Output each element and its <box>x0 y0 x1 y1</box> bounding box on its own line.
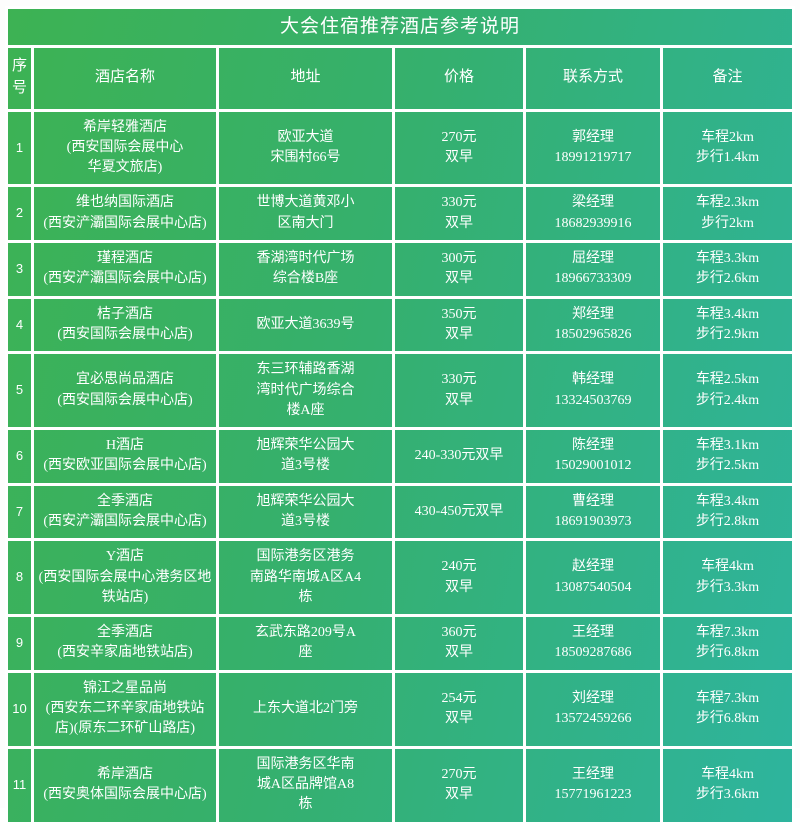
column-header-price: 价格 <box>392 44 526 112</box>
cell-no: 2 <box>5 184 34 244</box>
cell-note: 车程3.1km 步行2.5km <box>659 427 796 486</box>
cell-address: 上东大道北2门旁 <box>216 669 395 749</box>
cell-address: 欧亚大道3639号 <box>216 295 395 355</box>
cell-note: 车程2.5km 步行2.4km <box>659 351 796 431</box>
cell-contact: 赵经理 13087540504 <box>523 538 663 618</box>
column-header-note: 备注 <box>659 44 796 112</box>
table-row: 9 全季酒店 (西安辛家庙地铁站店) 玄武东路209号A 座 360元 双早 王经理 1… <box>5 614 796 673</box>
cell-name: 希岸酒店 (西安奥体国际会展中心店) <box>31 745 219 825</box>
cell-name: 全季酒店 (西安浐灞国际会展中心店) <box>31 482 219 542</box>
cell-contact: 郭经理 18991219717 <box>523 108 663 188</box>
cell-name: H酒店 (西安欧亚国际会展中心店) <box>31 427 219 486</box>
cell-name: 桔子酒店 (西安国际会展中心店) <box>31 295 219 355</box>
column-header-no: 序号 <box>5 44 34 112</box>
cell-note: 车程3.3km 步行2.6km <box>659 240 796 299</box>
table-body: 1 希岸轻雅酒店 (西安国际会展中心 华夏文旅店) 欧亚大道 宋围村66号 270元 … <box>5 108 796 825</box>
cell-address: 玄武东路209号A 座 <box>216 614 395 673</box>
cell-address: 东三环辅路香湖 湾时代广场综合 楼A座 <box>216 351 395 431</box>
cell-name: 维也纳国际酒店 (西安浐灞国际会展中心店) <box>31 184 219 244</box>
cell-contact: 陈经理 15029001012 <box>523 427 663 486</box>
cell-price: 270元 双早 <box>392 745 526 825</box>
table-row: 7 全季酒店 (西安浐灞国际会展中心店) 旭辉荣华公园大 道3号楼 430-450元双… <box>5 482 796 542</box>
cell-price: 430-450元双早 <box>392 482 526 542</box>
cell-contact: 屈经理 18966733309 <box>523 240 663 299</box>
cell-address: 香湖湾时代广场 综合楼B座 <box>216 240 395 299</box>
cell-price: 330元 双早 <box>392 184 526 244</box>
cell-no: 5 <box>5 351 34 431</box>
page-background: 大会住宿推荐酒店参考说明 序号 酒店名称 地址 价格 联系方式 备注 1 希岸轻雅… <box>4 6 796 825</box>
cell-name: 宜必思尚品酒店 (西安国际会展中心店) <box>31 351 219 431</box>
cell-address: 国际港务区华南 城A区品牌馆A8 栋 <box>216 745 395 825</box>
cell-contact: 王经理 15771961223 <box>523 745 663 825</box>
cell-address: 旭辉荣华公园大 道3号楼 <box>216 427 395 486</box>
cell-name: 希岸轻雅酒店 (西安国际会展中心 华夏文旅店) <box>31 108 219 188</box>
cell-note: 车程4km 步行3.6km <box>659 745 796 825</box>
cell-note: 车程4km 步行3.3km <box>659 538 796 618</box>
cell-contact: 韩经理 13324503769 <box>523 351 663 431</box>
table-row: 6 H酒店 (西安欧亚国际会展中心店) 旭辉荣华公园大 道3号楼 240-330元双早… <box>5 427 796 486</box>
cell-note: 车程7.3km 步行6.8km <box>659 614 796 673</box>
cell-price: 254元 双早 <box>392 669 526 749</box>
cell-note: 车程2km 步行1.4km <box>659 108 796 188</box>
table-row: 4 桔子酒店 (西安国际会展中心店) 欧亚大道3639号 350元 双早 郑经理 185… <box>5 295 796 355</box>
cell-no: 3 <box>5 240 34 299</box>
cell-contact: 梁经理 18682939916 <box>523 184 663 244</box>
table-row: 2 维也纳国际酒店 (西安浐灞国际会展中心店) 世博大道黄邓小 区南大门 330元 双… <box>5 184 796 244</box>
cell-address: 国际港务区港务 南路华南城A区A4 栋 <box>216 538 395 618</box>
table-row: 11 希岸酒店 (西安奥体国际会展中心店) 国际港务区华南 城A区品牌馆A8 栋 27… <box>5 745 796 825</box>
cell-contact: 曹经理 18691903973 <box>523 482 663 542</box>
cell-note: 车程3.4km 步行2.9km <box>659 295 796 355</box>
cell-contact: 郑经理 18502965826 <box>523 295 663 355</box>
cell-no: 10 <box>5 669 34 749</box>
cell-price: 300元 双早 <box>392 240 526 299</box>
column-header-contact: 联系方式 <box>523 44 663 112</box>
cell-no: 8 <box>5 538 34 618</box>
cell-no: 4 <box>5 295 34 355</box>
table-row: 10 锦江之星品尚 (西安东二环辛家庙地铁站 店)(原东二环矿山路店) 上东大道北2… <box>5 669 796 749</box>
cell-address: 世博大道黄邓小 区南大门 <box>216 184 395 244</box>
column-header-name: 酒店名称 <box>31 44 219 112</box>
cell-price: 270元 双早 <box>392 108 526 188</box>
cell-price: 350元 双早 <box>392 295 526 355</box>
cell-contact: 刘经理 13572459266 <box>523 669 663 749</box>
table-row: 1 希岸轻雅酒店 (西安国际会展中心 华夏文旅店) 欧亚大道 宋围村66号 270元 … <box>5 108 796 188</box>
cell-price: 240元 双早 <box>392 538 526 618</box>
column-header-address: 地址 <box>216 44 395 112</box>
cell-contact: 王经理 18509287686 <box>523 614 663 673</box>
cell-price: 240-330元双早 <box>392 427 526 486</box>
cell-name: Y酒店 (西安国际会展中心港务区地 铁站店) <box>31 538 219 618</box>
cell-name: 锦江之星品尚 (西安东二环辛家庙地铁站 店)(原东二环矿山路店) <box>31 669 219 749</box>
header-row: 序号 酒店名称 地址 价格 联系方式 备注 <box>5 44 796 112</box>
table-row: 5 宜必思尚品酒店 (西安国际会展中心店) 东三环辅路香湖 湾时代广场综合 楼A座 3… <box>5 351 796 431</box>
cell-address: 旭辉荣华公园大 道3号楼 <box>216 482 395 542</box>
cell-no: 7 <box>5 482 34 542</box>
cell-note: 车程3.4km 步行2.8km <box>659 482 796 542</box>
cell-note: 车程7.3km 步行6.8km <box>659 669 796 749</box>
table-title: 大会住宿推荐酒店参考说明 <box>4 6 796 48</box>
cell-price: 360元 双早 <box>392 614 526 673</box>
cell-no: 1 <box>5 108 34 188</box>
table-row: 8 Y酒店 (西安国际会展中心港务区地 铁站店) 国际港务区港务 南路华南城A区A4… <box>5 538 796 618</box>
cell-name: 全季酒店 (西安辛家庙地铁站店) <box>31 614 219 673</box>
table-row: 3 瑾程酒店 (西安浐灞国际会展中心店) 香湖湾时代广场 综合楼B座 300元 双早屈… <box>5 240 796 299</box>
title-row: 大会住宿推荐酒店参考说明 <box>4 6 796 48</box>
cell-no: 9 <box>5 614 34 673</box>
cell-price: 330元 双早 <box>392 351 526 431</box>
cell-no: 6 <box>5 427 34 486</box>
cell-note: 车程2.3km 步行2km <box>659 184 796 244</box>
cell-address: 欧亚大道 宋围村66号 <box>216 108 395 188</box>
cell-no: 11 <box>5 745 34 825</box>
hotel-recommendation-table: 大会住宿推荐酒店参考说明 序号 酒店名称 地址 价格 联系方式 备注 1 希岸轻雅… <box>4 6 796 825</box>
cell-name: 瑾程酒店 (西安浐灞国际会展中心店) <box>31 240 219 299</box>
